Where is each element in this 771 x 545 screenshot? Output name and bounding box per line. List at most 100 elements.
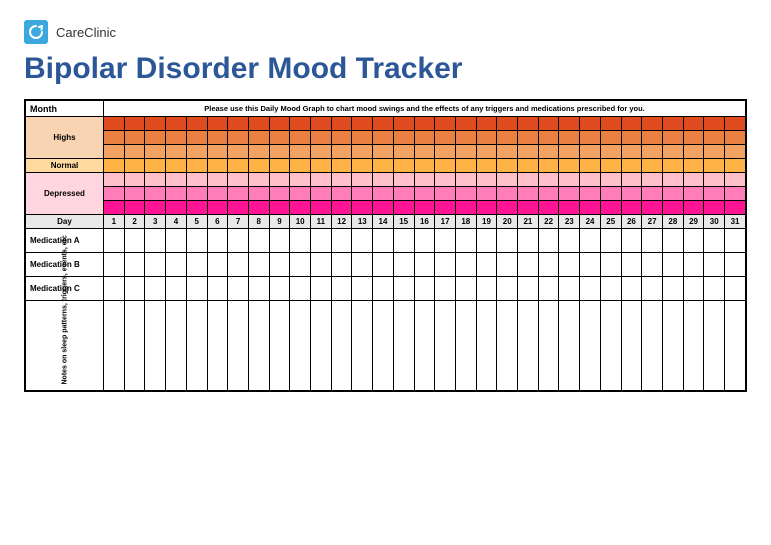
medication-cell[interactable] xyxy=(476,229,497,253)
mood-cell-depressed[interactable] xyxy=(207,187,228,201)
mood-cell-high[interactable] xyxy=(538,145,559,159)
mood-cell-normal[interactable] xyxy=(269,159,290,173)
notes-cell[interactable] xyxy=(331,301,352,391)
mood-cell-depressed[interactable] xyxy=(518,187,539,201)
mood-cell-depressed[interactable] xyxy=(435,173,456,187)
mood-cell-high[interactable] xyxy=(104,117,125,131)
mood-cell-depressed[interactable] xyxy=(662,187,683,201)
mood-cell-high[interactable] xyxy=(476,145,497,159)
medication-cell[interactable] xyxy=(124,229,145,253)
medication-cell[interactable] xyxy=(455,229,476,253)
medication-cell[interactable] xyxy=(435,277,456,301)
mood-cell-normal[interactable] xyxy=(186,159,207,173)
medication-cell[interactable] xyxy=(145,253,166,277)
mood-cell-depressed[interactable] xyxy=(683,173,704,187)
mood-cell-depressed[interactable] xyxy=(518,173,539,187)
medication-cell[interactable] xyxy=(621,229,642,253)
medication-cell[interactable] xyxy=(435,253,456,277)
notes-cell[interactable] xyxy=(248,301,269,391)
mood-cell-depressed[interactable] xyxy=(393,173,414,187)
notes-cell[interactable] xyxy=(166,301,187,391)
mood-cell-high[interactable] xyxy=(580,131,601,145)
mood-cell-high[interactable] xyxy=(497,131,518,145)
mood-cell-depressed[interactable] xyxy=(393,201,414,215)
notes-cell[interactable] xyxy=(518,301,539,391)
mood-cell-high[interactable] xyxy=(621,117,642,131)
mood-cell-high[interactable] xyxy=(393,131,414,145)
medication-cell[interactable] xyxy=(435,229,456,253)
mood-cell-depressed[interactable] xyxy=(580,173,601,187)
mood-cell-high[interactable] xyxy=(662,117,683,131)
medication-cell[interactable] xyxy=(373,277,394,301)
notes-cell[interactable] xyxy=(497,301,518,391)
mood-cell-high[interactable] xyxy=(725,145,746,159)
medication-cell[interactable] xyxy=(269,253,290,277)
mood-cell-depressed[interactable] xyxy=(580,201,601,215)
medication-cell[interactable] xyxy=(704,277,725,301)
notes-cell[interactable] xyxy=(393,301,414,391)
mood-cell-depressed[interactable] xyxy=(186,173,207,187)
mood-cell-normal[interactable] xyxy=(104,159,125,173)
mood-cell-normal[interactable] xyxy=(725,159,746,173)
mood-cell-high[interactable] xyxy=(248,131,269,145)
medication-cell[interactable] xyxy=(662,229,683,253)
notes-cell[interactable] xyxy=(373,301,394,391)
mood-cell-depressed[interactable] xyxy=(704,173,725,187)
mood-cell-normal[interactable] xyxy=(497,159,518,173)
mood-cell-depressed[interactable] xyxy=(352,201,373,215)
mood-cell-high[interactable] xyxy=(683,117,704,131)
medication-cell[interactable] xyxy=(414,253,435,277)
notes-cell[interactable] xyxy=(311,301,332,391)
medication-cell[interactable] xyxy=(725,229,746,253)
mood-cell-high[interactable] xyxy=(559,131,580,145)
mood-cell-high[interactable] xyxy=(248,117,269,131)
mood-cell-depressed[interactable] xyxy=(476,201,497,215)
mood-cell-depressed[interactable] xyxy=(373,173,394,187)
mood-cell-high[interactable] xyxy=(207,117,228,131)
mood-cell-depressed[interactable] xyxy=(621,187,642,201)
mood-cell-high[interactable] xyxy=(642,117,663,131)
medication-cell[interactable] xyxy=(207,277,228,301)
mood-cell-depressed[interactable] xyxy=(704,187,725,201)
mood-cell-high[interactable] xyxy=(662,145,683,159)
mood-cell-depressed[interactable] xyxy=(311,173,332,187)
mood-cell-high[interactable] xyxy=(331,117,352,131)
mood-cell-normal[interactable] xyxy=(435,159,456,173)
mood-cell-high[interactable] xyxy=(311,145,332,159)
mood-cell-high[interactable] xyxy=(518,131,539,145)
medication-cell[interactable] xyxy=(393,277,414,301)
medication-cell[interactable] xyxy=(476,253,497,277)
mood-cell-high[interactable] xyxy=(290,117,311,131)
notes-cell[interactable] xyxy=(352,301,373,391)
mood-cell-depressed[interactable] xyxy=(207,201,228,215)
mood-cell-depressed[interactable] xyxy=(248,201,269,215)
mood-cell-depressed[interactable] xyxy=(228,187,249,201)
notes-cell[interactable] xyxy=(269,301,290,391)
mood-cell-depressed[interactable] xyxy=(352,187,373,201)
medication-cell[interactable] xyxy=(186,277,207,301)
medication-cell[interactable] xyxy=(497,253,518,277)
mood-cell-high[interactable] xyxy=(207,131,228,145)
mood-cell-high[interactable] xyxy=(538,131,559,145)
notes-cell[interactable] xyxy=(455,301,476,391)
mood-cell-high[interactable] xyxy=(455,131,476,145)
mood-cell-high[interactable] xyxy=(373,117,394,131)
medication-cell[interactable] xyxy=(538,229,559,253)
mood-cell-high[interactable] xyxy=(228,145,249,159)
mood-cell-high[interactable] xyxy=(476,117,497,131)
mood-cell-high[interactable] xyxy=(704,145,725,159)
medication-cell[interactable] xyxy=(290,253,311,277)
notes-cell[interactable] xyxy=(186,301,207,391)
mood-cell-depressed[interactable] xyxy=(331,173,352,187)
notes-cell[interactable] xyxy=(600,301,621,391)
medication-cell[interactable] xyxy=(559,229,580,253)
mood-cell-depressed[interactable] xyxy=(497,187,518,201)
mood-cell-normal[interactable] xyxy=(559,159,580,173)
mood-cell-depressed[interactable] xyxy=(290,201,311,215)
mood-cell-depressed[interactable] xyxy=(725,187,746,201)
medication-cell[interactable] xyxy=(642,277,663,301)
mood-cell-high[interactable] xyxy=(290,131,311,145)
mood-cell-normal[interactable] xyxy=(704,159,725,173)
medication-cell[interactable] xyxy=(704,229,725,253)
mood-cell-depressed[interactable] xyxy=(393,187,414,201)
